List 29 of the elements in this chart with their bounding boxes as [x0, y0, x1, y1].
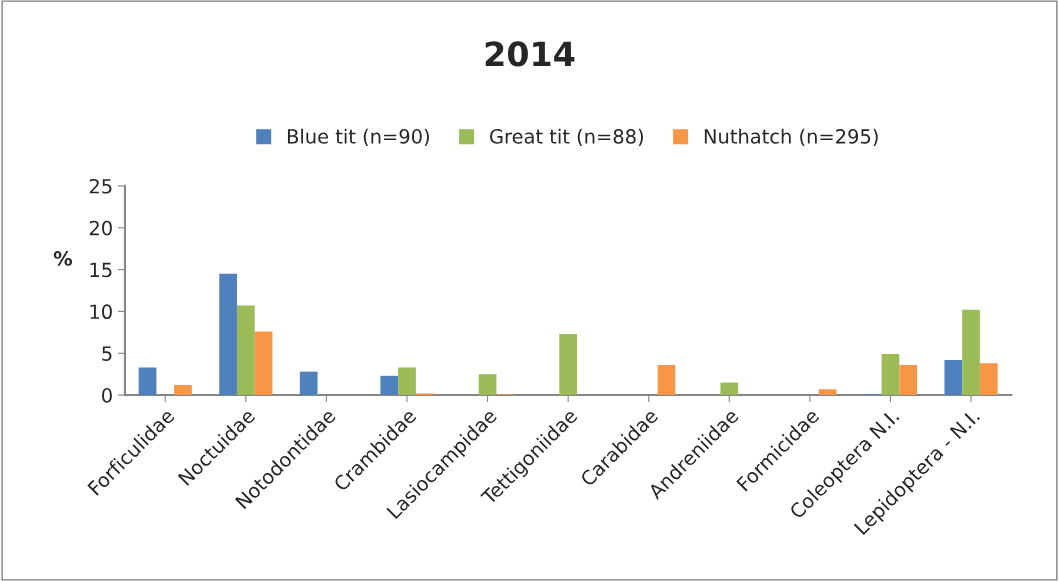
bar — [881, 354, 900, 396]
bar — [219, 273, 237, 396]
bar — [720, 382, 739, 396]
y-tick-label: 0 — [102, 388, 112, 403]
legend-label: Great tit (n=88) — [490, 128, 643, 147]
bar — [559, 334, 578, 396]
bar — [254, 331, 273, 396]
bar — [899, 364, 918, 396]
y-tick-label: 10 — [90, 304, 112, 320]
y-tick-label: 15 — [90, 262, 112, 278]
legend-label: Nuthatch (n=295) — [704, 128, 878, 147]
legend-label: Blue tit (n=90) — [287, 128, 429, 147]
bar — [818, 389, 837, 396]
bar — [962, 309, 980, 396]
y-tick-label: 25 — [89, 178, 112, 194]
bar — [979, 363, 998, 396]
bar — [944, 359, 963, 396]
bar — [174, 385, 192, 396]
y-axis-title: % — [53, 251, 73, 266]
bar — [657, 364, 676, 396]
bar — [478, 374, 497, 396]
y-tick-label: 20 — [89, 220, 112, 236]
bar — [236, 305, 255, 396]
bar — [380, 375, 399, 396]
bar — [299, 371, 318, 396]
y-tick-label: 5 — [102, 346, 112, 361]
bar — [138, 367, 157, 396]
bar — [398, 367, 416, 396]
chart-title: 2014 — [485, 41, 575, 67]
